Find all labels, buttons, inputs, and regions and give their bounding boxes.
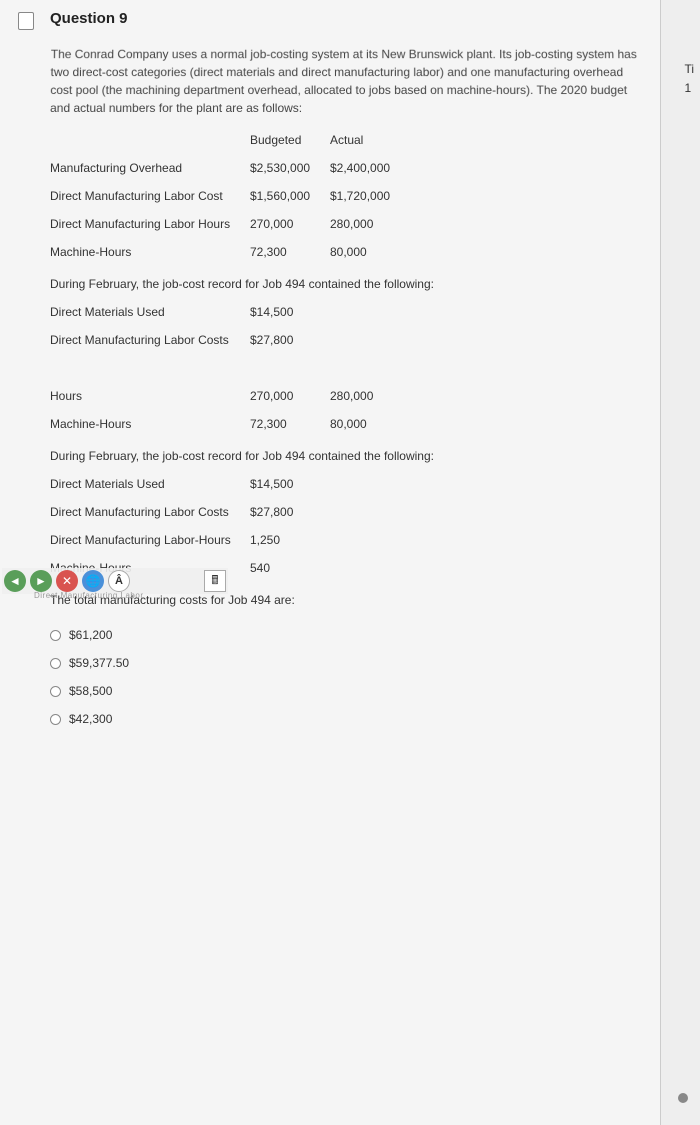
table-row: Direct Manufacturing Labor Costs $27,800 xyxy=(50,333,640,347)
table-row: Direct Materials Used $14,500 xyxy=(50,477,640,491)
table-row: Hours 270,000 280,000 xyxy=(50,389,640,403)
table-row: Direct Manufacturing Labor Hours 270,000… xyxy=(50,217,640,231)
answer-option[interactable]: $59,377.50 xyxy=(50,649,640,677)
close-icon[interactable]: ✕ xyxy=(56,570,78,592)
radio-icon[interactable] xyxy=(50,630,61,641)
table-row: Machine-Hours 72,300 80,000 xyxy=(50,417,640,431)
answer-list: $61,200 $59,377.50 $58,500 $42,300 xyxy=(50,621,640,733)
feb-intro: During February, the job-cost record for… xyxy=(50,277,640,291)
radio-icon[interactable] xyxy=(50,658,61,669)
question-page: Question 9 The Conrad Company uses a nor… xyxy=(0,0,660,1125)
question-intro: The Conrad Company uses a normal job-cos… xyxy=(50,45,640,117)
table-row: Direct Manufacturing Labor Costs $27,800 xyxy=(50,505,640,519)
radio-icon[interactable] xyxy=(50,714,61,725)
answer-option[interactable]: $61,200 xyxy=(50,621,640,649)
table-row: Direct Manufacturing Labor-Hours 1,250 xyxy=(50,533,640,547)
answer-option[interactable]: $42,300 xyxy=(50,705,640,733)
feb-intro-2: During February, the job-cost record for… xyxy=(50,449,640,463)
table-row: Manufacturing Overhead $2,530,000 $2,400… xyxy=(50,161,640,175)
repeat-table: Hours 270,000 280,000 Machine-Hours 72,3… xyxy=(50,389,640,431)
fragment-label: Direct Manufacturing Labor xyxy=(34,591,144,600)
answer-option[interactable]: $58,500 xyxy=(50,677,640,705)
corner-dot-icon xyxy=(678,1093,688,1103)
font-button[interactable]: Â xyxy=(108,570,130,592)
back-icon[interactable]: ◄ xyxy=(4,570,26,592)
forward-icon[interactable]: ► xyxy=(30,570,52,592)
calculator-icon[interactable]: 🖩 xyxy=(204,570,226,592)
col-budgeted: Budgeted xyxy=(250,133,330,147)
table-row: Machine-Hours 72,300 80,000 xyxy=(50,245,640,259)
right-panel-edge xyxy=(660,0,700,1125)
feb-table-a: Direct Materials Used $14,500 Direct Man… xyxy=(50,305,640,347)
radio-icon[interactable] xyxy=(50,686,61,697)
feb-table-b: Direct Materials Used $14,500 Direct Man… xyxy=(50,477,640,575)
col-actual: Actual xyxy=(330,133,410,147)
table-row: Direct Materials Used $14,500 xyxy=(50,305,640,319)
globe-icon[interactable]: 🌐 xyxy=(82,570,104,592)
flag-icon[interactable] xyxy=(18,12,34,30)
right-fragment: Ti 1 xyxy=(684,60,694,98)
question-number: Question 9 xyxy=(50,10,640,27)
budget-table: Budgeted Actual Manufacturing Overhead $… xyxy=(50,133,640,259)
table-row: Direct Manufacturing Labor Cost $1,560,0… xyxy=(50,189,640,203)
